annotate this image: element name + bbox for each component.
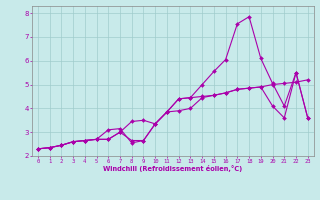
- X-axis label: Windchill (Refroidissement éolien,°C): Windchill (Refroidissement éolien,°C): [103, 165, 243, 172]
